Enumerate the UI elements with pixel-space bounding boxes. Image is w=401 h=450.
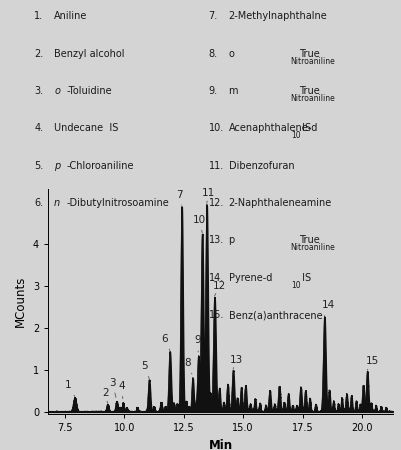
Text: o: o <box>54 86 60 96</box>
Text: n: n <box>54 198 60 208</box>
Text: True: True <box>299 235 320 245</box>
Text: 8: 8 <box>184 358 192 374</box>
Text: Aniline: Aniline <box>54 11 87 21</box>
Text: Pyrene-d: Pyrene-d <box>229 273 272 283</box>
Text: 12: 12 <box>213 281 227 296</box>
Text: 8.: 8. <box>209 49 218 58</box>
Text: True: True <box>299 86 320 96</box>
Text: 1: 1 <box>65 380 75 396</box>
Text: IS: IS <box>299 273 311 283</box>
Text: 5: 5 <box>141 361 149 378</box>
Text: p: p <box>54 161 61 171</box>
Text: 10: 10 <box>291 131 300 140</box>
Text: 4.: 4. <box>34 123 43 133</box>
Text: 2: 2 <box>102 388 109 403</box>
Y-axis label: MCounts: MCounts <box>14 276 27 327</box>
Text: Nitroaniline: Nitroaniline <box>291 243 336 252</box>
Text: 15: 15 <box>365 356 379 370</box>
Text: 14: 14 <box>322 300 335 315</box>
Text: 15.: 15. <box>209 310 224 320</box>
Text: 9.: 9. <box>209 86 218 96</box>
Text: 10.: 10. <box>209 123 224 133</box>
Text: Acenaphthalene-d: Acenaphthalene-d <box>229 123 318 133</box>
Text: 7: 7 <box>176 189 182 205</box>
Text: Benzyl alcohol: Benzyl alcohol <box>54 49 125 58</box>
Text: 7.: 7. <box>209 11 218 21</box>
Text: 2-Methylnaphthalne: 2-Methylnaphthalne <box>229 11 327 21</box>
Text: Benz(a)anthracene: Benz(a)anthracene <box>229 310 322 320</box>
Text: p: p <box>229 235 235 245</box>
Text: IS: IS <box>299 123 311 133</box>
Text: 4: 4 <box>118 381 125 399</box>
Text: Nitroaniline: Nitroaniline <box>291 57 336 66</box>
Text: m: m <box>229 86 238 96</box>
Text: True: True <box>299 49 320 58</box>
Text: o: o <box>229 49 235 58</box>
Text: 14.: 14. <box>209 273 224 283</box>
Text: 6.: 6. <box>34 198 43 208</box>
Text: -Chloroaniline: -Chloroaniline <box>66 161 134 171</box>
Text: Nitroaniline: Nitroaniline <box>291 94 336 103</box>
Text: 3: 3 <box>109 378 116 397</box>
Text: 11: 11 <box>202 188 215 203</box>
Text: 10: 10 <box>291 281 300 290</box>
Text: 2-Naphthaleneamine: 2-Naphthaleneamine <box>229 198 332 208</box>
Text: Undecane  IS: Undecane IS <box>54 123 119 133</box>
Text: 12.: 12. <box>209 198 224 208</box>
Text: 13: 13 <box>230 355 243 369</box>
Text: 9: 9 <box>194 335 201 352</box>
Text: 13.: 13. <box>209 235 224 245</box>
Text: 10: 10 <box>192 215 206 233</box>
Text: 1.: 1. <box>34 11 43 21</box>
Text: -Dibutylnitrosoamine: -Dibutylnitrosoamine <box>66 198 169 208</box>
X-axis label: Min: Min <box>209 439 233 450</box>
Text: -Toluidine: -Toluidine <box>66 86 112 96</box>
Text: 2.: 2. <box>34 49 43 58</box>
Text: 5.: 5. <box>34 161 43 171</box>
Text: 6: 6 <box>161 334 170 351</box>
Text: 11.: 11. <box>209 161 224 171</box>
Text: 3.: 3. <box>34 86 43 96</box>
Text: Dibenzofuran: Dibenzofuran <box>229 161 294 171</box>
